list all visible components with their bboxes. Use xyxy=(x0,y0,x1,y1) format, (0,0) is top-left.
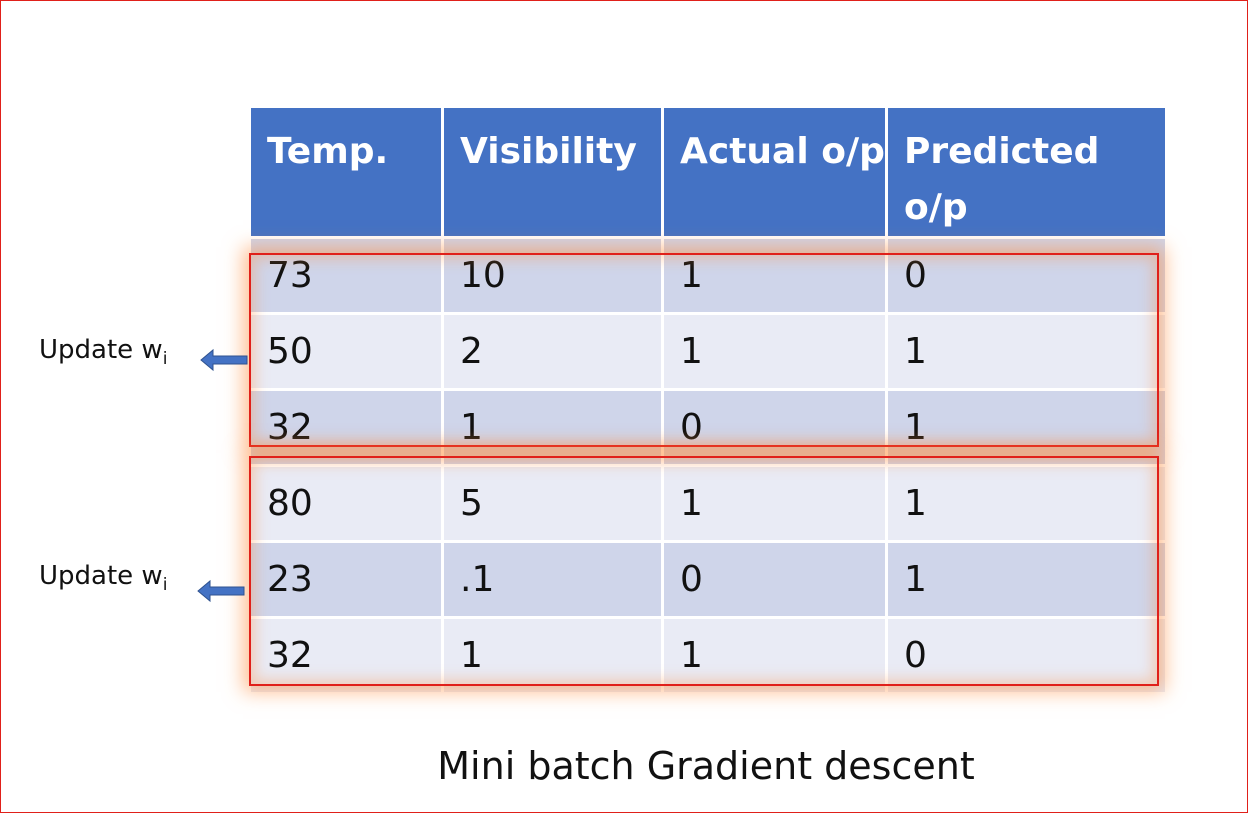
label-text: Update w xyxy=(39,561,163,591)
table-cell: 1 xyxy=(444,619,661,692)
table-row: 73 10 1 0 xyxy=(251,239,1165,312)
table-cell: 1 xyxy=(664,619,885,692)
header-cell: Visibility xyxy=(444,108,661,236)
header-cell: Temp. xyxy=(251,108,441,236)
table-cell: 5 xyxy=(444,467,661,540)
caption: Mini batch Gradient descent xyxy=(437,744,975,788)
table-cell: 32 xyxy=(251,391,441,464)
table-cell: 1 xyxy=(888,543,1165,616)
table-cell: 80 xyxy=(251,467,441,540)
header-cell: Actual o/p xyxy=(664,108,885,236)
table-cell: 1 xyxy=(888,467,1165,540)
arrow xyxy=(197,579,245,603)
table-cell: 10 xyxy=(444,239,661,312)
table-cell: 1 xyxy=(664,315,885,388)
table-cell: 50 xyxy=(251,315,441,388)
table-cell: 23 xyxy=(251,543,441,616)
data-table: Temp. Visibility Actual o/p Predicted o/… xyxy=(248,105,1168,695)
update-label: Update wi xyxy=(39,335,167,369)
table-cell: .1 xyxy=(444,543,661,616)
table-cell: 0 xyxy=(664,391,885,464)
update-label: Update wi xyxy=(39,561,167,595)
table-cell: 2 xyxy=(444,315,661,388)
table-row: 50 2 1 1 xyxy=(251,315,1165,388)
header-cell: Predicted o/p xyxy=(888,108,1165,236)
table-cell: 0 xyxy=(888,619,1165,692)
table-cell: 0 xyxy=(664,543,885,616)
table-row: 32 1 1 0 xyxy=(251,619,1165,692)
table-cell: 1 xyxy=(888,391,1165,464)
table-cell: 73 xyxy=(251,239,441,312)
table-cell: 1 xyxy=(664,467,885,540)
header-row: Temp. Visibility Actual o/p Predicted o/… xyxy=(251,108,1165,236)
label-subscript: i xyxy=(162,575,168,596)
table-row: 32 1 0 1 xyxy=(251,391,1165,464)
table-cell: 1 xyxy=(888,315,1165,388)
table-cell: 1 xyxy=(444,391,661,464)
table-cell: 0 xyxy=(888,239,1165,312)
table-row: 80 5 1 1 xyxy=(251,467,1165,540)
table-row: 23.1 0 1 xyxy=(251,543,1165,616)
label-text: Update w xyxy=(39,335,163,365)
table-cell: 32 xyxy=(251,619,441,692)
table-cell: 1 xyxy=(664,239,885,312)
arrow xyxy=(200,348,248,372)
label-subscript: i xyxy=(162,349,168,370)
